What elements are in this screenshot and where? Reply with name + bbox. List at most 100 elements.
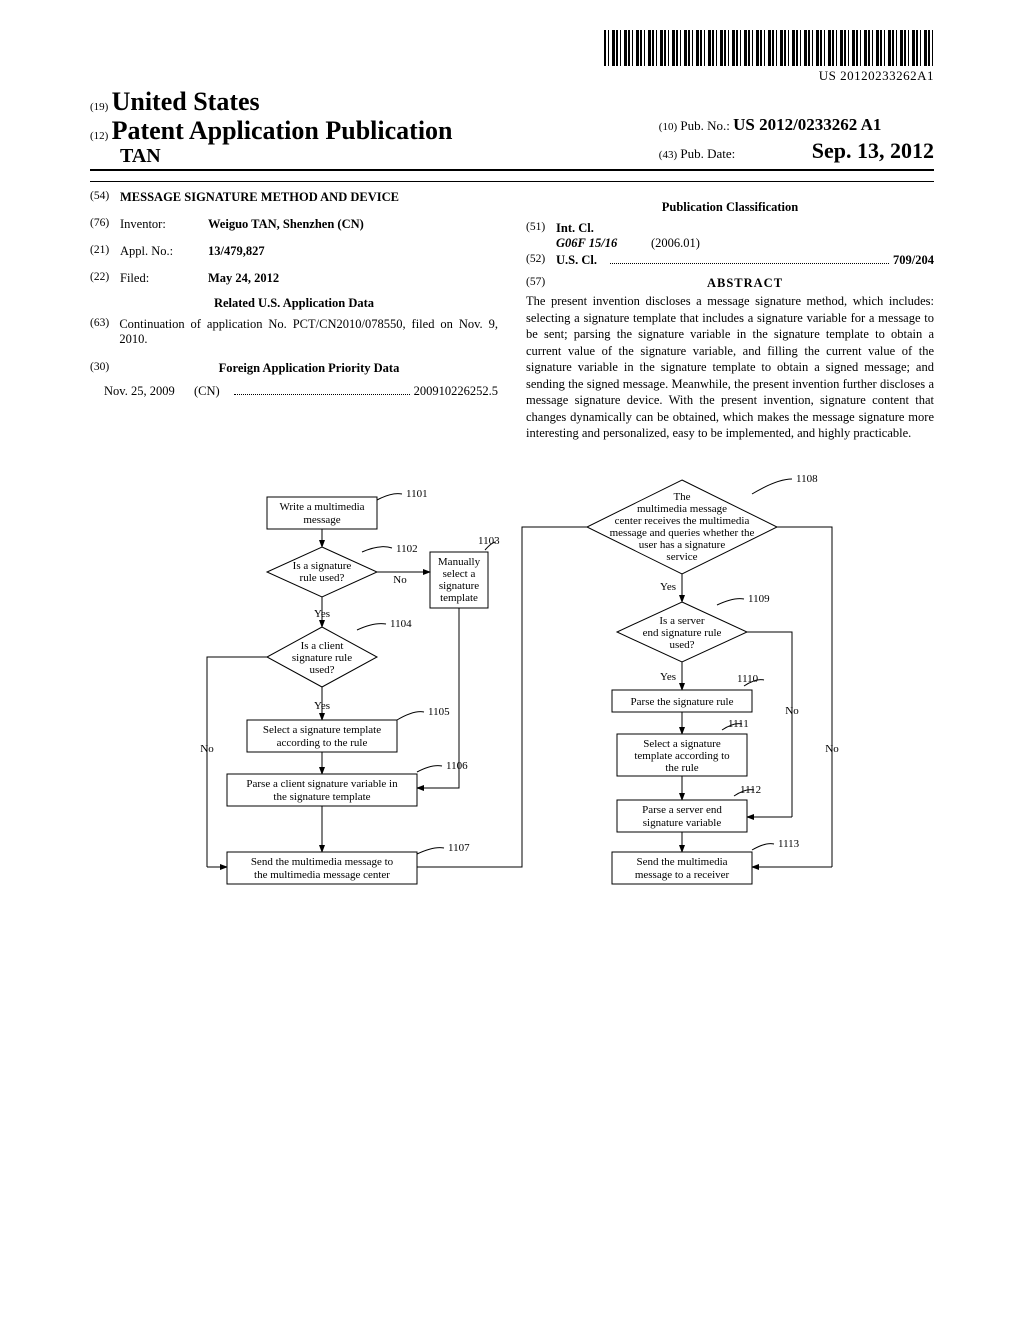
related-heading: Related U.S. Application Data: [90, 296, 498, 311]
n1105-t1: Select a signature template: [263, 724, 381, 736]
code-43: (43): [659, 149, 677, 161]
num-1103: 1103: [478, 535, 500, 547]
n1109-t1: Is a server: [659, 615, 705, 627]
publication-type: Patent Application Publication: [112, 116, 453, 145]
num-1105: 1105: [428, 706, 450, 718]
left-column: (54) MESSAGE SIGNATURE METHOD AND DEVICE…: [90, 190, 498, 442]
classification-heading: Publication Classification: [526, 200, 934, 215]
intcl-label: Int. Cl.: [556, 221, 594, 236]
code-19: (19): [90, 101, 108, 113]
n1101-t1: Write a multimedia: [279, 501, 364, 513]
code-57: (57): [526, 276, 556, 291]
n1101-t2: message: [303, 514, 340, 526]
n1104-t2: signature rule: [292, 652, 352, 664]
num-1102: 1102: [396, 543, 418, 555]
num-1108: 1108: [796, 473, 818, 485]
header: (19) United States (12) Patent Applicati…: [90, 88, 934, 171]
country: United States: [112, 87, 260, 116]
filed-label: Filed:: [120, 271, 208, 286]
n1106-t1: Parse a client signature variable in: [246, 778, 398, 790]
header-left: (19) United States (12) Patent Applicati…: [90, 88, 453, 167]
num-1109: 1109: [748, 593, 770, 605]
n1103-t2: select a: [443, 568, 476, 580]
n1108-t4: message and queries whether the: [610, 527, 755, 539]
num-1104: 1104: [390, 618, 412, 630]
num-1101: 1101: [406, 488, 428, 500]
author: TAN: [90, 145, 453, 167]
n1102-t1: Is a signature: [293, 560, 352, 572]
n1107-t1: Send the multimedia message to: [251, 856, 394, 868]
uscl-label: U.S. Cl.: [556, 253, 606, 268]
n1109-t3: used?: [669, 639, 694, 651]
foreign-date: Nov. 25, 2009: [90, 384, 194, 399]
lbl-no-1: No: [393, 574, 407, 586]
header-right: (10) Pub. No.: US 2012/0233262 A1 (43) P…: [659, 113, 934, 168]
code-22: (22): [90, 271, 120, 286]
n1108-t3: center receives the multimedia: [615, 515, 750, 527]
n1111-t2: template according to: [634, 750, 730, 762]
appl-label: Appl. No.:: [120, 244, 208, 259]
code-63: (63): [90, 317, 119, 347]
n1107-t2: the multimedia message center: [254, 869, 390, 881]
barcode-bars: [604, 30, 934, 66]
pub-no: US 2012/0233262 A1: [733, 115, 881, 134]
code-10: (10): [659, 121, 677, 133]
lbl-no-2: No: [200, 743, 214, 755]
flowchart: Write a multimedia message 1101 Is a sig…: [90, 472, 934, 942]
barcode: US 20120233262A1: [604, 30, 934, 84]
barcode-area: US 20120233262A1: [90, 30, 934, 84]
foreign-heading: Foreign Application Priority Data: [120, 361, 498, 376]
n1108-t5: user has a signature: [639, 539, 726, 551]
n1113-t2: message to a receiver: [635, 869, 730, 881]
abstract-label: ABSTRACT: [556, 276, 934, 291]
foreign-country: (CN): [194, 384, 230, 399]
num-1107: 1107: [448, 842, 470, 854]
code-76: (76): [90, 217, 120, 232]
invention-title: MESSAGE SIGNATURE METHOD AND DEVICE: [120, 190, 399, 205]
n1108-t2: multimedia message: [637, 503, 727, 515]
body-columns: (54) MESSAGE SIGNATURE METHOD AND DEVICE…: [90, 181, 934, 442]
num-1111: 1111: [728, 718, 749, 730]
n1110-t1: Parse the signature rule: [631, 696, 734, 708]
flowchart-svg: Write a multimedia message 1101 Is a sig…: [152, 472, 872, 942]
n1105-t2: according to the rule: [277, 737, 368, 749]
intcl-year: (2006.01): [651, 236, 700, 251]
lbl-no-4: No: [825, 743, 839, 755]
foreign-num: 200910226252.5: [414, 384, 498, 399]
code-52: (52): [526, 253, 556, 268]
n1102-t2: rule used?: [300, 572, 345, 584]
n1112-t1: Parse a server end: [642, 804, 722, 816]
right-column: Publication Classification (51) Int. Cl.…: [526, 190, 934, 442]
pub-date-label: Pub. Date:: [680, 146, 735, 161]
n1108-t1: The: [673, 491, 690, 503]
code-21: (21): [90, 244, 120, 259]
uscl-value: 709/204: [893, 253, 934, 268]
n1108-t6: service: [666, 551, 697, 563]
appl-value: 13/479,827: [208, 244, 265, 259]
n1113-t1: Send the multimedia: [636, 856, 727, 868]
inventor-label: Inventor:: [120, 217, 208, 232]
num-1106: 1106: [446, 760, 468, 772]
inventor-value: Weiguo TAN, Shenzhen (CN): [208, 217, 364, 232]
num-1113: 1113: [778, 838, 800, 850]
code-51: (51): [526, 221, 556, 236]
n1112-t2: signature variable: [643, 817, 722, 829]
code-30: (30): [90, 361, 120, 376]
barcode-text: US 20120233262A1: [604, 68, 934, 84]
lbl-yes-4: Yes: [660, 671, 676, 683]
num-1110: 1110: [737, 673, 759, 685]
filed-value: May 24, 2012: [208, 271, 279, 286]
n1111-t3: the rule: [665, 762, 698, 774]
lbl-yes-2: Yes: [314, 700, 330, 712]
code-12: (12): [90, 130, 108, 142]
n1103-t4: template: [440, 592, 478, 604]
n1109-t2: end signature rule: [643, 627, 722, 639]
n1104-t3: used?: [309, 664, 334, 676]
n1103-t1: Manually: [438, 556, 481, 568]
lbl-no-3: No: [785, 705, 799, 717]
pub-no-label: Pub. No.:: [680, 118, 729, 133]
n1106-t2: the signature template: [273, 791, 370, 803]
code-54: (54): [90, 190, 120, 205]
abstract-text: The present invention discloses a messag…: [526, 293, 934, 442]
num-1112: 1112: [740, 784, 761, 796]
